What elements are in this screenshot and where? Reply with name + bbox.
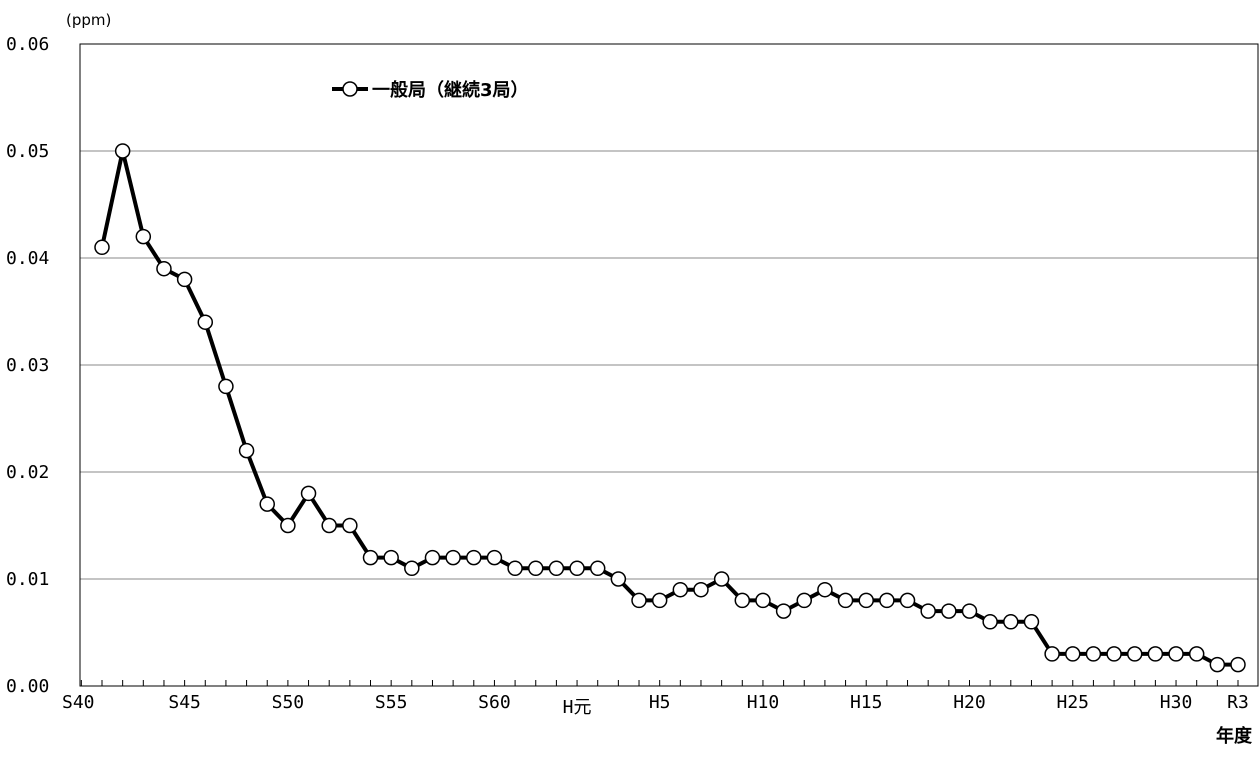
data-point xyxy=(961,603,978,619)
x-tick-label: H5 xyxy=(649,692,671,713)
x-axis-title: 年度 xyxy=(1216,725,1253,747)
data-point xyxy=(197,314,214,330)
x-tick-label: H元 xyxy=(563,697,592,718)
data-point xyxy=(899,592,916,609)
data-point xyxy=(300,485,317,502)
data-point xyxy=(527,560,544,577)
data-point xyxy=(672,581,689,598)
data-point xyxy=(342,517,358,534)
y-tick-label: 0.03 xyxy=(6,355,49,376)
data-point xyxy=(1065,646,1081,662)
x-tick-label: S60 xyxy=(478,692,511,713)
series-layer xyxy=(94,143,1246,673)
data-point xyxy=(114,143,131,159)
data-point xyxy=(548,560,565,577)
data-point xyxy=(404,560,420,577)
data-point xyxy=(569,560,585,577)
data-point xyxy=(321,517,337,534)
x-tick-label: S40 xyxy=(62,692,95,713)
data-point xyxy=(1147,646,1164,662)
y-tick-label: 0.04 xyxy=(6,248,49,269)
data-point xyxy=(1168,646,1184,662)
x-tick-label: H15 xyxy=(850,692,883,713)
data-point xyxy=(589,560,606,577)
x-tick-label: S55 xyxy=(375,692,408,713)
y-tick-label: 0.00 xyxy=(6,676,49,697)
x-tick-label: S45 xyxy=(168,692,201,713)
data-point xyxy=(466,549,482,566)
data-point xyxy=(135,228,152,245)
legend: 一般局（継続3局） xyxy=(332,79,529,101)
data-point xyxy=(383,549,399,566)
y-tick-label: 0.02 xyxy=(6,462,49,483)
y-axis-ticks: 0.00 0.01 0.02 0.03 0.04 0.05 0.06 xyxy=(6,34,49,697)
data-point xyxy=(713,571,730,587)
x-tick-label: H20 xyxy=(953,692,986,713)
series-line xyxy=(100,149,1238,667)
data-point xyxy=(259,496,275,512)
y-axis-unit-label: (ppm) xyxy=(66,11,111,29)
data-point xyxy=(218,378,234,395)
plot-area-frame xyxy=(79,43,1259,687)
x-tick-label: H25 xyxy=(1057,692,1090,713)
x-tick-label: H10 xyxy=(747,692,780,713)
data-point xyxy=(982,614,998,630)
x-tick-label: S50 xyxy=(272,692,305,713)
data-point xyxy=(734,592,751,609)
gridlines xyxy=(80,150,1258,580)
data-point xyxy=(176,271,193,288)
data-point xyxy=(507,560,523,577)
data-point xyxy=(817,581,833,598)
x-axis-ticks: S40 S45 S50 S55 S60 H元 H5 H10 H15 H20 H25 H30 R3 xyxy=(62,680,1249,718)
data-point xyxy=(1044,646,1060,662)
data-point xyxy=(94,239,110,256)
legend-series-label: 一般局（継続3局） xyxy=(372,79,529,101)
data-point xyxy=(920,603,936,619)
data-point xyxy=(610,571,627,587)
data-point xyxy=(837,592,854,609)
data-point xyxy=(693,581,709,598)
legend-marker xyxy=(342,81,358,97)
y-tick-label: 0.01 xyxy=(6,569,49,590)
data-point xyxy=(486,549,503,566)
data-point xyxy=(651,592,668,609)
data-point xyxy=(775,603,792,619)
data-point xyxy=(1209,656,1226,673)
data-point xyxy=(362,549,379,566)
data-point xyxy=(280,517,296,534)
data-point xyxy=(755,592,771,609)
y-tick-label: 0.06 xyxy=(6,34,49,55)
data-point xyxy=(1126,646,1143,662)
data-point xyxy=(445,549,461,566)
data-point xyxy=(1188,646,1205,662)
data-point xyxy=(1106,646,1122,662)
data-point xyxy=(1003,614,1019,630)
x-tick-label: H30 xyxy=(1160,692,1193,713)
data-point xyxy=(1023,614,1040,630)
data-point xyxy=(156,260,172,277)
data-point xyxy=(631,592,647,609)
data-point xyxy=(796,592,813,609)
x-tick-label: R3 xyxy=(1227,692,1249,713)
data-point xyxy=(1085,646,1102,662)
data-point xyxy=(941,603,957,619)
y-tick-label: 0.05 xyxy=(6,141,49,162)
data-point xyxy=(238,442,255,459)
data-point xyxy=(424,549,441,566)
data-point xyxy=(1230,656,1246,673)
data-point xyxy=(879,592,895,609)
data-point xyxy=(858,592,874,609)
